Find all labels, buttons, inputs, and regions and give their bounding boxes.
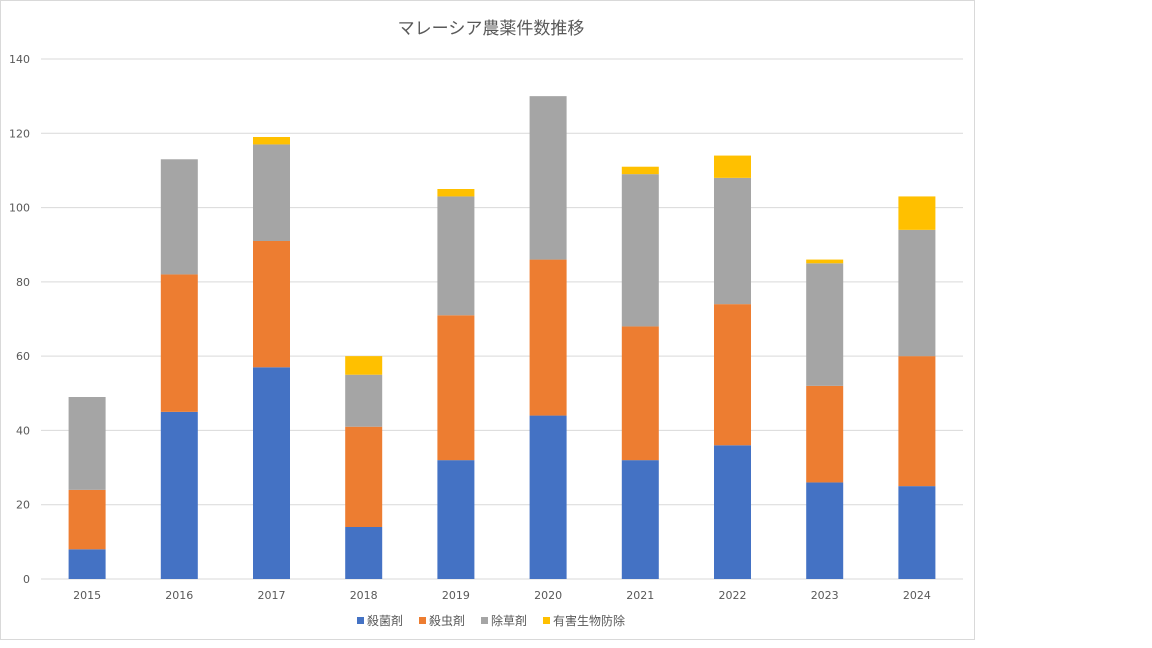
bar-segment [714, 445, 751, 579]
x-tick-label: 2021 [626, 589, 654, 602]
bar-segment [437, 460, 475, 579]
x-tick-label: 2016 [165, 589, 193, 602]
legend-swatch [419, 617, 426, 624]
y-tick-label: 0 [23, 573, 30, 586]
bar-segment [898, 486, 936, 579]
x-tick-label: 2022 [719, 589, 747, 602]
bar-segment [621, 174, 659, 327]
bar-segment [345, 527, 383, 579]
legend-swatch [543, 617, 550, 624]
y-tick-label: 20 [16, 499, 30, 512]
legend-label: 有害生物防除 [553, 613, 625, 628]
bar-segment [345, 374, 383, 427]
bar-segment [898, 196, 936, 230]
x-tick-label: 2019 [442, 589, 470, 602]
bar-segment [253, 367, 290, 579]
legend-swatch [481, 617, 488, 624]
y-tick-label: 60 [16, 350, 30, 363]
y-tick-label: 120 [9, 127, 30, 140]
bar-segment [68, 397, 106, 490]
bar-segment [437, 189, 475, 197]
bar-segment [714, 177, 751, 305]
y-tick-label: 100 [9, 202, 30, 215]
bar-segment [160, 274, 198, 412]
bar-segment [437, 196, 475, 316]
bar-segment [253, 137, 290, 145]
bar-segment [806, 482, 844, 579]
bar-segment [806, 263, 844, 386]
bar-segment [621, 166, 659, 175]
bar-segment [806, 385, 844, 483]
bar-segment [253, 144, 290, 241]
bar-segment [898, 229, 936, 357]
legend-swatch [357, 617, 364, 624]
x-tick-label: 2020 [534, 589, 562, 602]
chart-title: マレーシア農薬件数推移 [398, 19, 585, 39]
y-tick-label: 80 [16, 276, 30, 289]
bar-segment [714, 304, 751, 446]
legend-label: 除草剤 [491, 613, 527, 628]
chart-area: マレーシア農薬件数推移 0 20 40 60 80 100 120 140 2015 2016 2… [0, 0, 975, 640]
bar-segment [529, 96, 567, 260]
bar-segment [345, 356, 383, 375]
x-tick-label: 2024 [903, 589, 931, 602]
bar-segment [160, 159, 198, 275]
bar-segment [898, 356, 936, 487]
legend-label: 殺菌剤 [367, 613, 403, 628]
bar-segment [529, 259, 567, 416]
x-tick-label: 2015 [73, 589, 101, 602]
bar-segment [806, 259, 844, 264]
bar-segment [621, 460, 659, 579]
bar-segment [437, 315, 475, 461]
y-axis-labels: 0 20 40 60 80 100 120 140 [9, 53, 30, 586]
bar-segment [68, 549, 106, 579]
x-tick-label: 2023 [811, 589, 839, 602]
bar-segment [345, 426, 383, 527]
bar-segment [68, 489, 106, 550]
legend-label: 殺虫剤 [429, 613, 465, 628]
bar-segment [621, 326, 659, 461]
y-tick-label: 40 [16, 424, 30, 437]
legend: 殺菌剤 殺虫剤 除草剤 有害生物防除 [357, 613, 625, 628]
x-axis-labels: 2015 2016 2017 2018 2019 2020 2021 2022 2023 2024 [73, 589, 931, 602]
x-tick-label: 2017 [258, 589, 286, 602]
bar-segment [529, 415, 567, 579]
x-tick-label: 2018 [350, 589, 378, 602]
y-tick-label: 140 [9, 53, 30, 66]
bars [68, 96, 936, 579]
bar-segment [253, 241, 290, 368]
bar-segment [160, 411, 198, 579]
bar-segment [714, 155, 751, 178]
